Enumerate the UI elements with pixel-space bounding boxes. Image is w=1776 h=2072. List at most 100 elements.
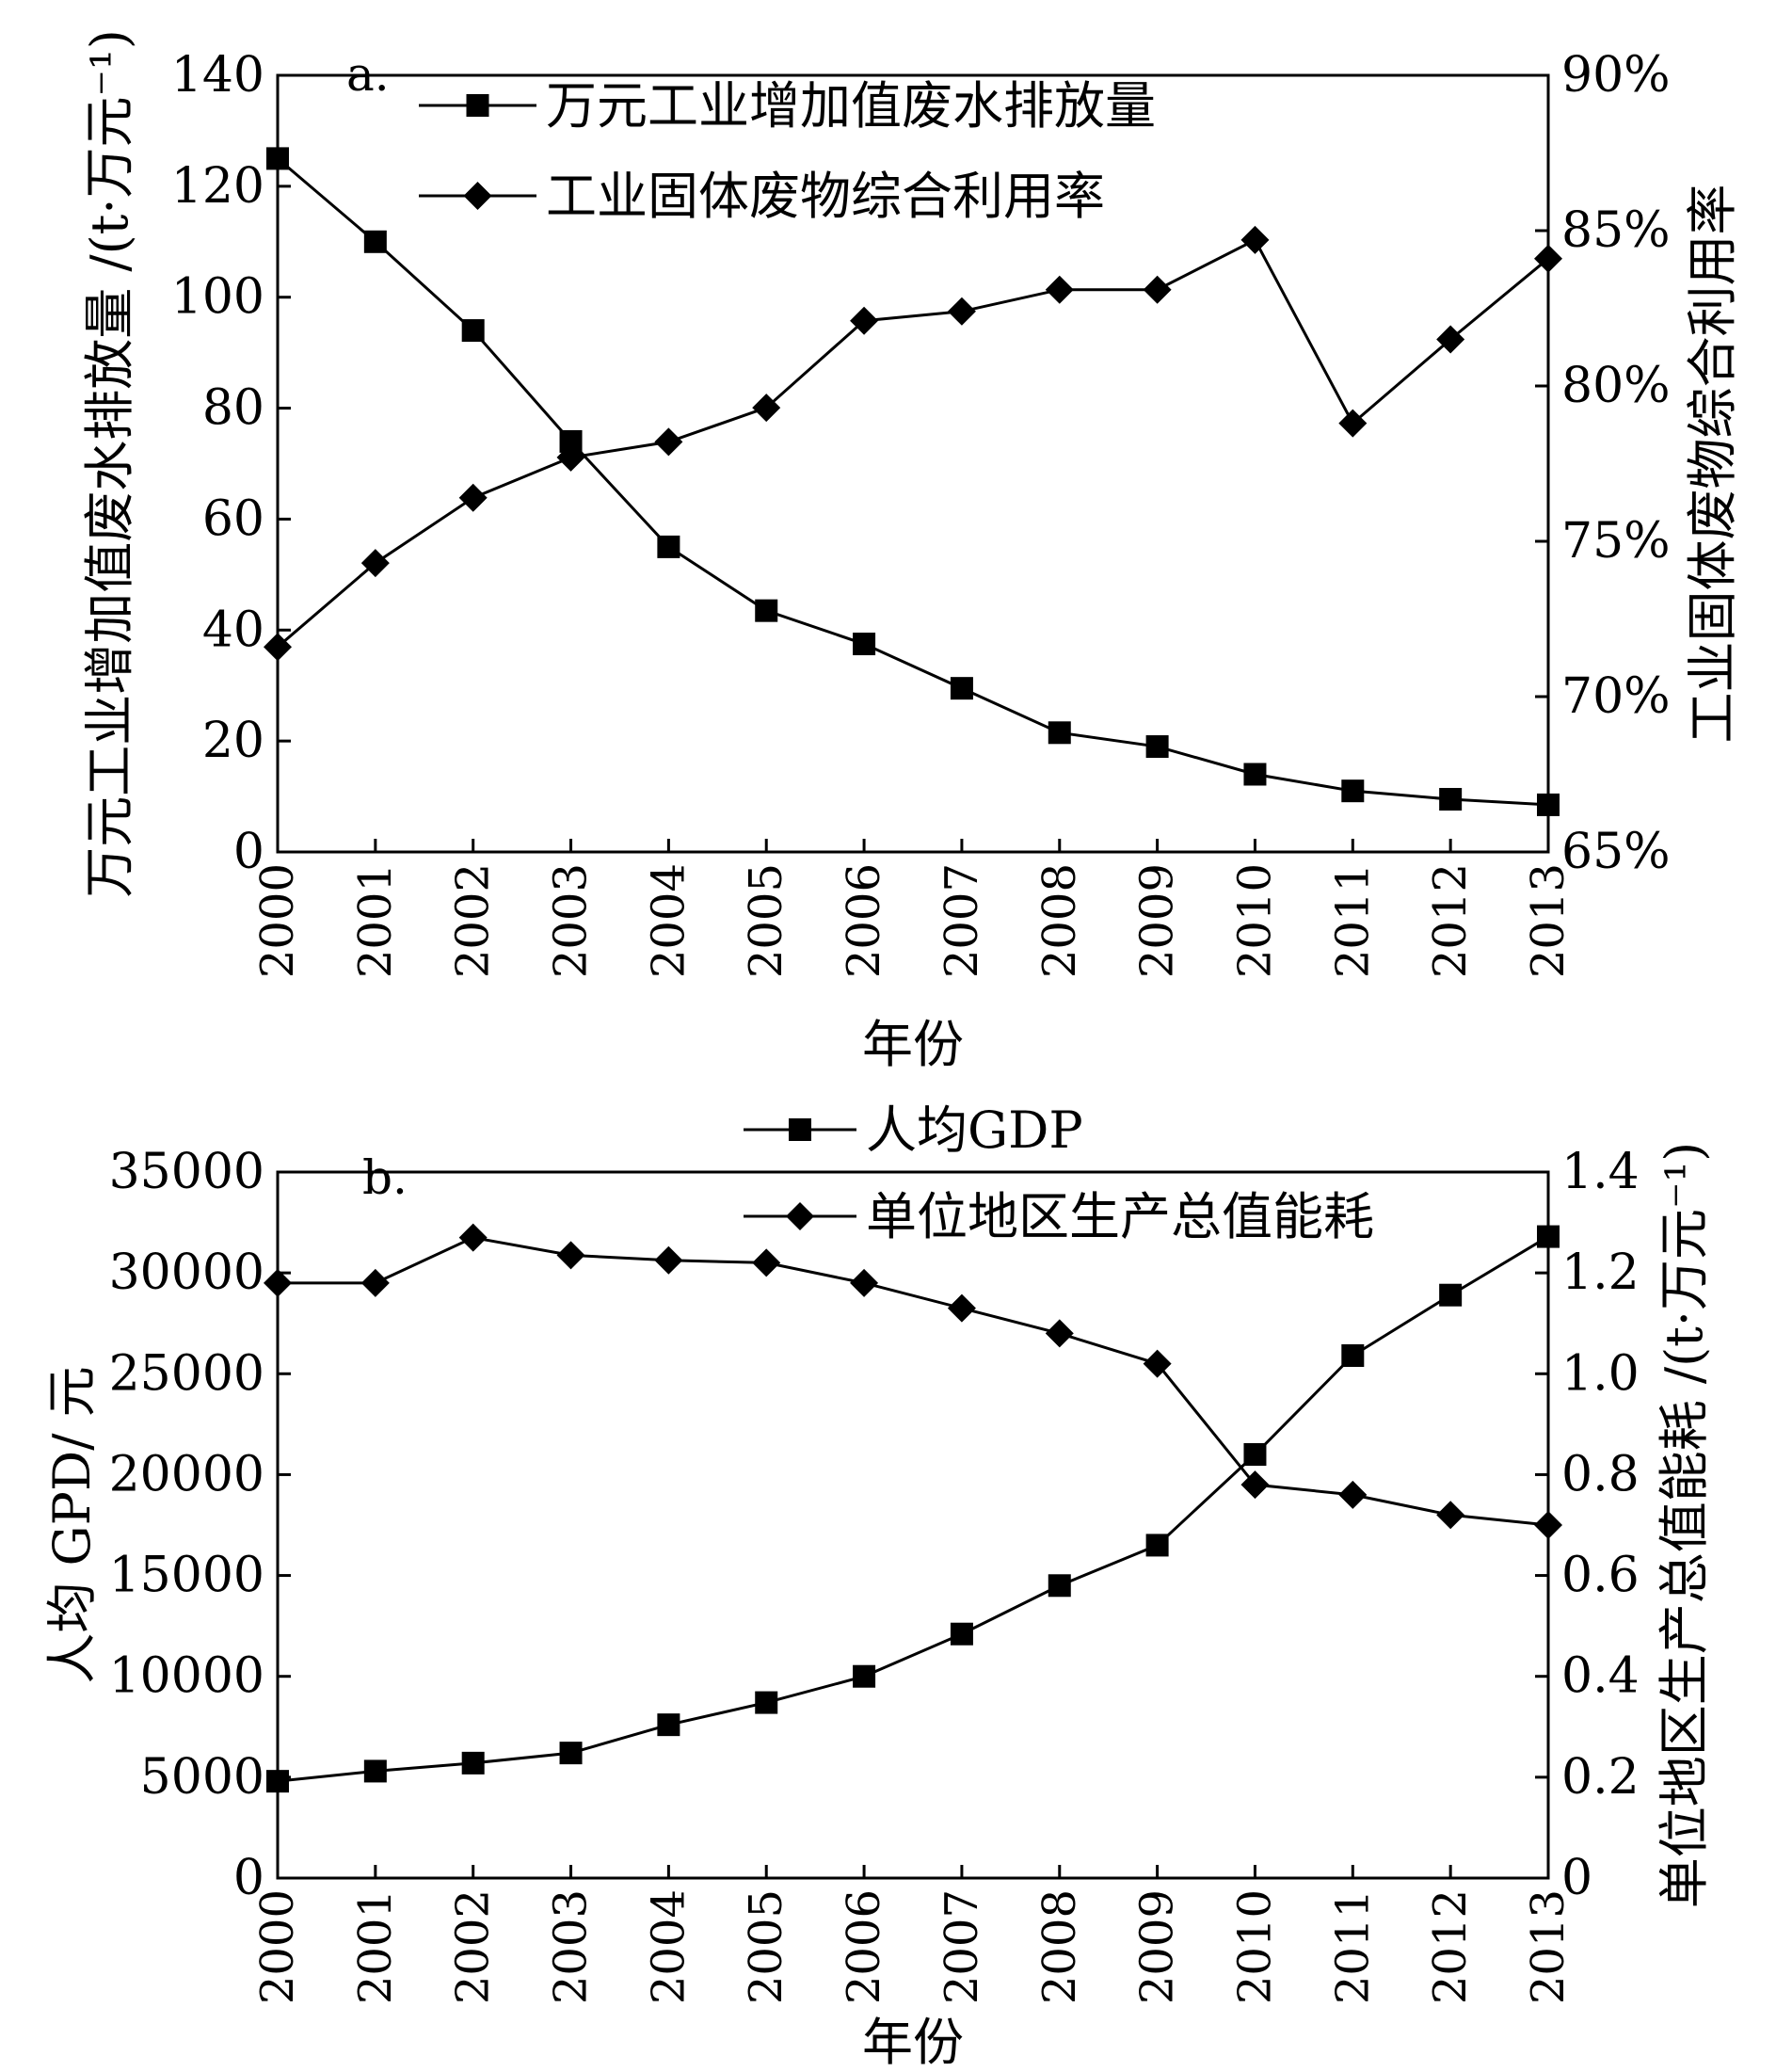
right-tick-label: 1.0 xyxy=(1561,1345,1640,1402)
data-point xyxy=(752,1248,781,1277)
data-point xyxy=(556,442,585,472)
data-point xyxy=(947,1293,976,1323)
data-point xyxy=(1145,1534,1169,1557)
x-tick-label: 2013 xyxy=(1522,863,1575,978)
left-tick-label: 20 xyxy=(202,713,264,769)
left-tick-label: 0 xyxy=(233,1850,264,1906)
data-point xyxy=(1439,788,1463,811)
right-tick-label: 85% xyxy=(1561,202,1671,259)
data-point xyxy=(1240,225,1270,254)
data-point xyxy=(1240,1470,1270,1500)
data-point xyxy=(1048,1574,1071,1598)
x-tick-label: 2004 xyxy=(642,863,695,978)
left-axis-label: 万元工业增加值废水排放量 /(t·万元⁻¹) xyxy=(80,29,139,898)
x-tick-label: 2001 xyxy=(349,863,402,978)
x-tick-label: 2011 xyxy=(1326,863,1379,978)
plot-frame xyxy=(276,73,1550,854)
right-axis-label: 工业固体废物综合利用率 xyxy=(1683,185,1742,744)
legend-entry: 人均GDP xyxy=(744,1100,1083,1160)
data-point xyxy=(264,1268,292,1297)
legend-label: 万元工业增加值废水排放量 xyxy=(546,76,1156,136)
x-tick-label: 2012 xyxy=(1424,1889,1477,2004)
left-tick-label: 35000 xyxy=(109,1144,264,1200)
right-axis-label: 单位地区生产总值能耗 /(t·万元⁻¹) xyxy=(1655,1142,1714,1909)
series-diamond xyxy=(264,225,1562,662)
right-tick-label: 65% xyxy=(1561,824,1671,880)
legend-label: 人均GDP xyxy=(866,1100,1083,1160)
legend-marker xyxy=(789,1118,811,1141)
legend-entry: 工业固体废物综合利用率 xyxy=(419,167,1105,226)
x-tick-label: 2001 xyxy=(349,1889,402,2004)
x-tick-label: 2000 xyxy=(251,863,304,978)
data-point xyxy=(950,1622,973,1646)
x-tick-label: 2000 xyxy=(251,1889,304,2004)
chart-panel-a: 0 20 40 60 80 100 120 140 65% 70% 75% 80% 85% 90% 2000… xyxy=(80,29,1742,1074)
data-point xyxy=(1243,763,1267,786)
data-point xyxy=(363,1759,387,1783)
left-tick-label: 5000 xyxy=(140,1749,264,1806)
data-point xyxy=(657,1713,680,1737)
data-point xyxy=(1341,779,1365,803)
data-point xyxy=(1143,275,1172,304)
data-point xyxy=(1341,1344,1365,1367)
x-tick-label: 2010 xyxy=(1228,863,1281,978)
legend-marker xyxy=(786,1202,814,1230)
data-point xyxy=(1439,1283,1463,1307)
left-tick-label: 80 xyxy=(202,380,264,437)
data-point xyxy=(1048,721,1071,745)
data-point xyxy=(853,1664,876,1688)
data-point xyxy=(850,1268,879,1297)
x-tick-label: 2009 xyxy=(1131,1889,1184,2004)
x-tick-label: 2005 xyxy=(740,863,792,978)
data-point xyxy=(363,230,387,253)
right-tick-label: 0.2 xyxy=(1561,1749,1640,1806)
left-tick-label: 25000 xyxy=(109,1345,264,1402)
data-point xyxy=(752,394,781,423)
data-point xyxy=(1537,1225,1560,1248)
series-line xyxy=(277,157,1549,807)
left-tick-label: 140 xyxy=(171,47,264,104)
left-tick-label: 120 xyxy=(171,158,264,215)
x-tick-label: 2008 xyxy=(1033,863,1086,978)
right-tick-label: 1.2 xyxy=(1561,1245,1640,1301)
x-tick-label: 2008 xyxy=(1033,1889,1086,2004)
data-point xyxy=(266,1770,289,1793)
left-tick-label: 100 xyxy=(171,269,264,326)
series-line xyxy=(277,237,1549,649)
series-square xyxy=(266,1225,1560,1793)
x-tick-label: 2010 xyxy=(1228,1889,1281,2004)
x-tick-label: 2003 xyxy=(545,863,598,978)
data-point xyxy=(1045,1319,1074,1348)
left-tick-label: 10000 xyxy=(109,1648,264,1705)
series-line xyxy=(278,1236,1549,1527)
data-point xyxy=(360,1268,390,1297)
data-point xyxy=(1436,325,1465,354)
left-tick-label: 0 xyxy=(233,824,264,880)
x-tick-label: 2012 xyxy=(1424,863,1477,978)
right-tick-label: 70% xyxy=(1561,668,1671,725)
x-axis-label: 年份 xyxy=(862,1015,964,1074)
data-point xyxy=(657,535,680,558)
right-tick-label: 0.8 xyxy=(1561,1446,1640,1502)
data-point xyxy=(1534,1511,1562,1539)
legend-entry: 万元工业增加值废水排放量 xyxy=(419,76,1156,136)
chart-panel-b: 0 5000 10000 15000 20000 25000 30000 35000 0 0.2 0… xyxy=(42,1100,1714,2072)
left-tick-label: 20000 xyxy=(109,1446,264,1502)
data-point xyxy=(1338,409,1368,438)
x-tick-label: 2002 xyxy=(447,1889,500,2004)
left-tick-label: 60 xyxy=(202,490,264,547)
legend-label: 工业固体废物综合利用率 xyxy=(546,167,1105,226)
x-tick-label: 2007 xyxy=(936,1889,988,2004)
right-tick-label: 0 xyxy=(1561,1850,1592,1906)
series-square xyxy=(266,147,1560,816)
data-point xyxy=(1537,793,1560,816)
right-tick-label: 0.4 xyxy=(1561,1648,1640,1705)
data-point xyxy=(264,633,292,662)
x-axis-label: 年份 xyxy=(862,2013,964,2072)
data-point xyxy=(850,306,879,335)
right-tick-label: 90% xyxy=(1561,47,1671,104)
x-tick-label: 2005 xyxy=(740,1889,792,2004)
x-tick-label: 2009 xyxy=(1131,863,1184,978)
legend-label: 单位地区生产总值能耗 xyxy=(866,1187,1374,1246)
